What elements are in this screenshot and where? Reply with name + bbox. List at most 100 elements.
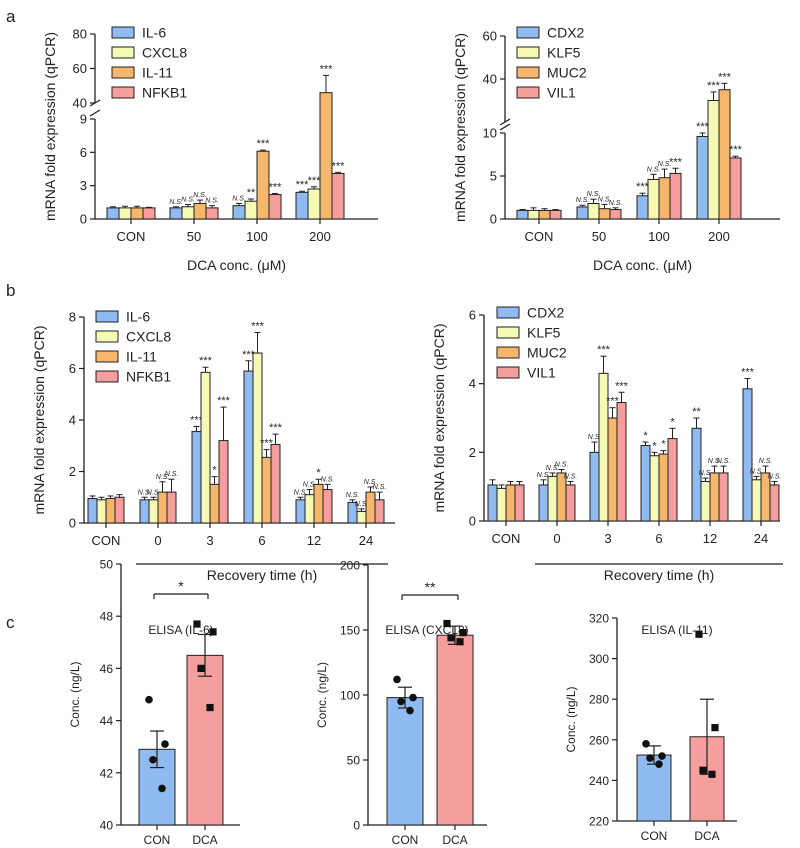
- bar: [232, 205, 246, 220]
- significance-label: N.S.: [193, 192, 207, 199]
- bar: [587, 203, 600, 220]
- legend-swatch: [111, 86, 135, 99]
- y-tick-label: 60: [483, 29, 497, 44]
- y-tick-label: 40: [100, 819, 114, 833]
- significance-label: N.S.: [165, 471, 179, 478]
- significance-label: *: [670, 416, 675, 428]
- x-tick-label: CON: [117, 229, 146, 244]
- significance-label: ***: [320, 63, 334, 75]
- data-point: [646, 754, 654, 762]
- legend-label: KLF5: [547, 45, 581, 61]
- data-point: [642, 740, 650, 748]
- significance-label: N.S.: [537, 472, 551, 479]
- bar: [166, 491, 177, 524]
- legend-swatch: [95, 330, 119, 343]
- y-tick-label: 6: [469, 308, 476, 323]
- y-axis-label: mRNA fold expression (qPCR): [31, 325, 47, 514]
- significance-label: ***: [242, 349, 256, 361]
- significance-label: N.S.: [699, 470, 713, 477]
- significance-label: ***: [332, 160, 346, 172]
- y-tick-label: 48: [100, 610, 114, 624]
- significance-label: ***: [597, 344, 611, 356]
- y-tick-label: 4: [69, 413, 76, 428]
- bar: [696, 135, 709, 220]
- data-point: [158, 784, 166, 793]
- significance-label: *: [316, 467, 321, 479]
- y-axis-label: mRNA fold expression (qPCR): [431, 323, 447, 512]
- x-tick-label: DCA: [192, 833, 217, 847]
- significance-label: ***: [696, 121, 710, 133]
- bar: [191, 431, 202, 524]
- significance-label: *: [652, 440, 657, 452]
- bar: [487, 484, 498, 522]
- bar: [157, 491, 168, 524]
- significance-label: ***: [296, 179, 310, 191]
- y-tick-label: 5: [490, 169, 497, 184]
- significance-label: N.S.: [138, 489, 152, 496]
- legend-label: CXCL8: [126, 329, 171, 345]
- bar: [114, 496, 125, 524]
- x-axis-label: Recovery time (h): [207, 567, 317, 583]
- y-tick-label: 280: [589, 693, 609, 707]
- significance-label: N.S.: [169, 199, 183, 206]
- y-axis-label: Conc. (ng/L): [315, 662, 329, 728]
- y-tick-label: 40: [73, 96, 87, 111]
- y-tick-label: 0: [469, 514, 476, 529]
- bar: [616, 402, 627, 522]
- significance-label: ***: [269, 181, 283, 193]
- significance-label: ***: [308, 175, 322, 187]
- bar: [307, 188, 321, 220]
- significance-label: N.S.: [564, 474, 578, 481]
- bar: [169, 207, 183, 220]
- bar: [538, 484, 549, 522]
- y-tick-label: 100: [340, 689, 360, 703]
- bar: [436, 634, 474, 826]
- legend-swatch: [516, 26, 540, 39]
- data-point: [193, 620, 201, 628]
- legend-label: CDX2: [527, 305, 565, 321]
- significance-label: ***: [260, 438, 274, 450]
- significance-label: ***: [729, 144, 743, 156]
- legend-label: IL-11: [142, 65, 173, 81]
- data-point: [708, 770, 716, 778]
- bar: [647, 178, 660, 220]
- significance-label: N.S.: [647, 166, 661, 173]
- bar: [547, 475, 558, 522]
- x-tick-label: CON: [492, 531, 521, 546]
- data-point: [658, 752, 666, 760]
- bar: [130, 207, 144, 220]
- legend-swatch: [496, 366, 520, 379]
- legend-swatch: [95, 310, 119, 323]
- bar: [527, 209, 540, 220]
- axis-break-mark: [499, 118, 511, 126]
- bar: [549, 209, 562, 220]
- y-tick-label: 44: [100, 714, 114, 728]
- legend-label: NFKB1: [126, 369, 171, 385]
- significance-label: N.S.: [768, 474, 782, 481]
- y-tick-label: 320: [589, 612, 609, 626]
- bar: [516, 209, 529, 220]
- significance-label: N.S.: [717, 458, 731, 465]
- bar: [313, 483, 324, 524]
- legend-label: MUC2: [527, 345, 567, 361]
- bar: [142, 207, 156, 220]
- y-tick-label: 0: [80, 212, 87, 227]
- significance-label: N.S.: [759, 458, 773, 465]
- y-tick-label: 260: [589, 733, 609, 747]
- chart-a-left: 0 3 6 940 60 80 mRNA fold expression (qPCR) CON…: [42, 25, 378, 273]
- y-tick-label: 3: [80, 178, 87, 193]
- data-point: [149, 755, 157, 764]
- chart-c3: ELISA (IL-11) 220 240 260 280 300 320 Conc. (ng…: [564, 612, 737, 843]
- significance-label: N.S.: [321, 476, 335, 483]
- bar: [514, 484, 525, 522]
- significance-label: N.S.: [658, 161, 672, 168]
- significance-label: N.S.: [355, 501, 369, 508]
- bar: [205, 207, 219, 220]
- significance-label: N.S.: [373, 484, 387, 491]
- significance-label: N.S.: [147, 489, 161, 496]
- significance-label: N.S.: [232, 195, 246, 202]
- bar: [322, 489, 333, 524]
- bar: [139, 499, 150, 524]
- significance-label: ***: [741, 367, 755, 379]
